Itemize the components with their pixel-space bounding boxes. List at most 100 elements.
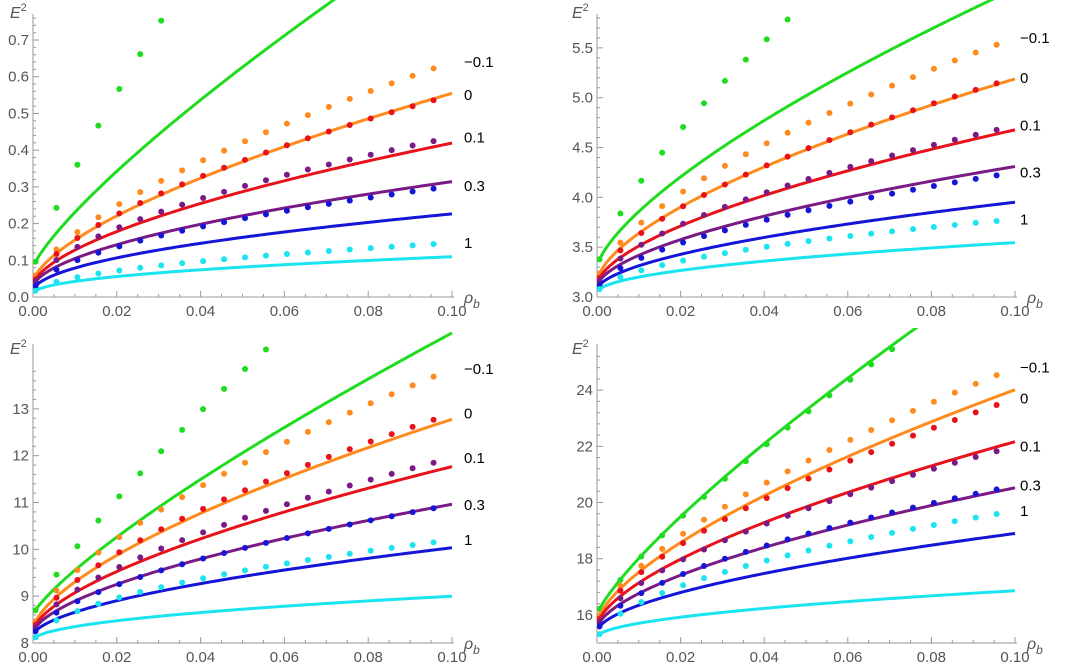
series-dot bbox=[701, 175, 708, 182]
x-tick-label: 0.00 bbox=[18, 649, 47, 666]
series-dot bbox=[680, 203, 687, 210]
series-dot bbox=[346, 446, 353, 453]
series-label: 0.3 bbox=[464, 497, 485, 514]
series-dot bbox=[221, 164, 228, 171]
series-dot bbox=[137, 589, 144, 596]
series-dot bbox=[763, 36, 770, 43]
series-dot bbox=[158, 545, 165, 552]
x-tick-label: 0.06 bbox=[270, 303, 299, 320]
series-dot bbox=[221, 219, 228, 226]
series-dot bbox=[179, 579, 186, 586]
series-dot bbox=[304, 135, 311, 142]
series-dot bbox=[784, 240, 791, 247]
x-tick-label: 0.08 bbox=[354, 649, 383, 666]
series-dot bbox=[137, 554, 144, 561]
series-dot bbox=[680, 571, 687, 578]
series-dot bbox=[889, 228, 896, 235]
series-dot bbox=[993, 511, 1000, 518]
series-dot bbox=[221, 188, 228, 195]
series-dot bbox=[242, 365, 249, 372]
series-dot bbox=[910, 471, 917, 478]
x-tick-label: 0.04 bbox=[186, 649, 215, 666]
series-dot bbox=[972, 49, 979, 56]
x-axis-title: ρb bbox=[1026, 290, 1043, 311]
series-dot bbox=[179, 426, 186, 433]
series-dot bbox=[784, 424, 791, 431]
y-axis-title: E2 bbox=[572, 338, 589, 358]
series-dot bbox=[95, 214, 102, 221]
series-dot bbox=[972, 131, 979, 138]
series-dot bbox=[701, 575, 708, 582]
series-dot bbox=[179, 494, 186, 501]
series-dot bbox=[388, 513, 395, 520]
series-dot bbox=[597, 623, 603, 630]
series-curve bbox=[598, 589, 1016, 636]
series-dot bbox=[74, 543, 81, 550]
series-dot bbox=[721, 503, 728, 510]
series-dot bbox=[409, 103, 416, 110]
series-dot bbox=[868, 230, 875, 237]
series-dot bbox=[283, 171, 290, 178]
x-tick-label: 0.00 bbox=[582, 303, 611, 320]
series-dot bbox=[95, 574, 102, 581]
series-dot bbox=[74, 274, 81, 281]
series-dot bbox=[638, 230, 645, 237]
series-dot bbox=[910, 74, 917, 81]
series-dot bbox=[951, 518, 958, 525]
series-dot bbox=[993, 448, 1000, 455]
series-dot bbox=[930, 183, 937, 190]
series-dot bbox=[325, 161, 332, 168]
series-label: 0.1 bbox=[1020, 438, 1041, 455]
y-tick-label: 18 bbox=[576, 551, 593, 568]
series-curve bbox=[598, 0, 995, 261]
series-dot bbox=[868, 121, 875, 128]
series-dot bbox=[116, 224, 123, 231]
series-dot bbox=[951, 93, 958, 100]
x-axis-title: ρb bbox=[463, 636, 480, 657]
series-dot bbox=[659, 567, 666, 574]
y-tick-label: 16 bbox=[576, 607, 593, 624]
y-tick-label: 3.0 bbox=[572, 289, 593, 306]
series-dot bbox=[242, 182, 249, 189]
y-tick-label: 22 bbox=[576, 438, 593, 455]
series-dot bbox=[53, 587, 60, 594]
series-dot bbox=[680, 540, 687, 547]
series-curve bbox=[598, 388, 1016, 617]
series-dot bbox=[993, 172, 1000, 179]
series-dot bbox=[847, 457, 854, 464]
series-dot bbox=[200, 258, 207, 265]
series-dot bbox=[597, 256, 603, 263]
series-dot bbox=[763, 162, 770, 169]
series-dot bbox=[638, 562, 645, 569]
series-dot bbox=[930, 65, 937, 72]
series-dot bbox=[805, 547, 812, 554]
series-dot bbox=[53, 266, 60, 273]
series-dot bbox=[993, 217, 1000, 224]
series-label: −0.1 bbox=[464, 361, 494, 378]
series-dot bbox=[74, 566, 81, 573]
series-dot bbox=[179, 515, 186, 522]
series-dot bbox=[617, 602, 624, 609]
series-label: 0 bbox=[464, 87, 472, 104]
x-tick-label: 0.10 bbox=[437, 649, 466, 666]
series-dot bbox=[638, 254, 645, 261]
series-dot bbox=[721, 77, 728, 84]
series-curve bbox=[34, 331, 453, 612]
series-dot bbox=[242, 156, 249, 163]
series-dot bbox=[388, 147, 395, 154]
series-dot bbox=[95, 122, 102, 129]
series-curve bbox=[598, 241, 1016, 291]
series-dot bbox=[659, 532, 666, 539]
series-dot bbox=[993, 80, 1000, 87]
series-dot bbox=[930, 141, 937, 148]
series-dot bbox=[242, 215, 249, 222]
series-dot bbox=[889, 478, 896, 485]
series-dot bbox=[137, 264, 144, 271]
series-dot bbox=[221, 470, 228, 477]
series-dot bbox=[868, 514, 875, 521]
series-dot bbox=[242, 254, 249, 261]
series-label: 0 bbox=[1020, 70, 1028, 87]
series-dot bbox=[659, 589, 666, 596]
y-tick-label: 8 bbox=[21, 635, 29, 652]
series-dot bbox=[617, 247, 624, 254]
